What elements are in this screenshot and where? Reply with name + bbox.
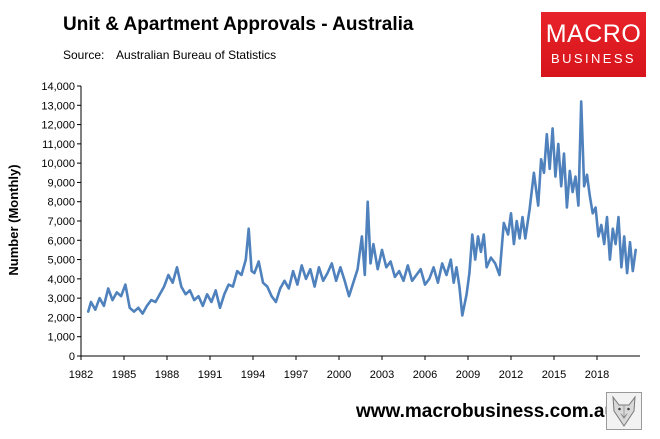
series-layer <box>86 100 638 317</box>
x-tick-label: 2009 <box>456 369 480 381</box>
y-tick-label: 1,000 <box>47 332 75 344</box>
y-tick-label: 10,000 <box>41 158 75 170</box>
y-tick-label: 6,000 <box>47 235 75 247</box>
logo-line-business: BUSINESS <box>551 51 636 66</box>
y-tick-label: 5,000 <box>47 255 75 267</box>
y-axis: 0 1,000 2,000 3,000 4,000 5,000 6,000 7,000 8,00… <box>41 81 81 363</box>
x-tick-label: 1988 <box>155 369 179 381</box>
y-tick-label: 12,000 <box>41 120 75 132</box>
logo-line-macro: MACRO <box>545 20 642 48</box>
source-value: Australian Bureau of Statistics <box>116 48 277 62</box>
y-axis-label: Number (Monthly) <box>6 164 21 275</box>
series-line-approvals <box>86 100 638 317</box>
x-tick-label: 1994 <box>241 369 265 381</box>
x-tick-label: 2006 <box>413 369 437 381</box>
y-tick-label: 13,000 <box>41 100 75 112</box>
y-tick-label: 11,000 <box>42 139 75 151</box>
y-tick-label: 4,000 <box>47 274 75 286</box>
x-tick-label: 1997 <box>284 369 308 381</box>
axis-lines <box>80 86 640 357</box>
x-tick-label: 1991 <box>198 369 222 381</box>
website-url[interactable]: www.macrobusiness.com.au <box>356 401 617 422</box>
source-line: Source: Australian Bureau of Statistics <box>63 48 276 62</box>
x-tick-label: 2015 <box>542 369 566 381</box>
x-tick-label: 1982 <box>69 369 93 381</box>
macrobusiness-logo[interactable]: MACRO BUSINESS <box>541 12 646 77</box>
x-tick-label: 1985 <box>112 369 136 381</box>
chart-title: Unit & Apartment Approvals - Australia <box>63 14 414 35</box>
x-tick-label: 2000 <box>327 369 351 381</box>
source-label: Source: <box>63 48 105 62</box>
x-tick-label: 2012 <box>499 369 523 381</box>
y-tick-label: 3,000 <box>47 293 75 305</box>
y-tick-label: 7,000 <box>47 216 75 228</box>
x-axis: 1982 1985 1988 1991 1994 1997 2000 2003 2006 2009… <box>69 356 609 381</box>
x-tick-label: 2018 <box>585 369 609 381</box>
wolf-icon <box>606 392 642 430</box>
x-tick-label: 2003 <box>370 369 394 381</box>
y-tick-label: 9,000 <box>47 177 75 189</box>
y-tick-label: 0 <box>69 351 75 363</box>
y-tick-label: 2,000 <box>47 312 75 324</box>
y-tick-label: 8,000 <box>47 197 75 209</box>
y-tick-label: 14,000 <box>41 81 75 93</box>
